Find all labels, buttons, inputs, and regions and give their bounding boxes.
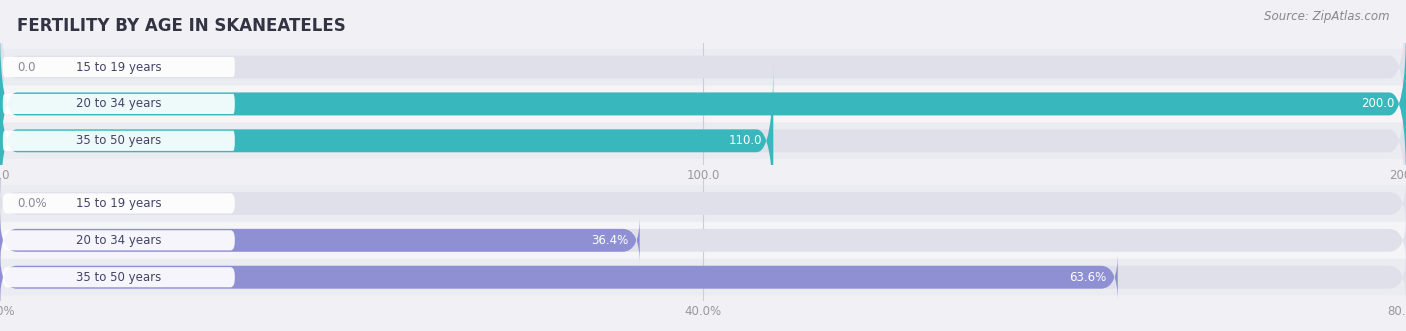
- Text: Source: ZipAtlas.com: Source: ZipAtlas.com: [1264, 10, 1389, 23]
- Text: 63.6%: 63.6%: [1070, 271, 1107, 284]
- FancyBboxPatch shape: [0, 0, 1406, 144]
- FancyBboxPatch shape: [0, 49, 1406, 85]
- Text: 36.4%: 36.4%: [592, 234, 628, 247]
- Text: 20 to 34 years: 20 to 34 years: [76, 97, 162, 111]
- FancyBboxPatch shape: [0, 123, 1406, 159]
- FancyBboxPatch shape: [0, 185, 1406, 221]
- FancyBboxPatch shape: [3, 131, 235, 151]
- FancyBboxPatch shape: [0, 86, 1406, 122]
- FancyBboxPatch shape: [0, 216, 640, 264]
- FancyBboxPatch shape: [3, 230, 235, 250]
- FancyBboxPatch shape: [0, 259, 1406, 295]
- Text: 15 to 19 years: 15 to 19 years: [76, 61, 162, 73]
- Text: 0.0: 0.0: [17, 61, 35, 73]
- FancyBboxPatch shape: [3, 94, 235, 114]
- FancyBboxPatch shape: [3, 57, 235, 77]
- Text: FERTILITY BY AGE IN SKANEATELES: FERTILITY BY AGE IN SKANEATELES: [17, 17, 346, 34]
- FancyBboxPatch shape: [3, 267, 235, 287]
- FancyBboxPatch shape: [0, 64, 773, 218]
- Text: 110.0: 110.0: [728, 134, 762, 147]
- Text: 200.0: 200.0: [1361, 97, 1395, 111]
- FancyBboxPatch shape: [0, 64, 1406, 218]
- FancyBboxPatch shape: [0, 27, 1406, 181]
- FancyBboxPatch shape: [0, 253, 1406, 301]
- Text: 35 to 50 years: 35 to 50 years: [76, 271, 162, 284]
- Text: 35 to 50 years: 35 to 50 years: [76, 134, 162, 147]
- FancyBboxPatch shape: [0, 253, 1118, 301]
- FancyBboxPatch shape: [0, 27, 1406, 181]
- FancyBboxPatch shape: [3, 193, 235, 213]
- FancyBboxPatch shape: [0, 216, 1406, 264]
- FancyBboxPatch shape: [0, 179, 1406, 227]
- FancyBboxPatch shape: [0, 222, 1406, 259]
- Text: 15 to 19 years: 15 to 19 years: [76, 197, 162, 210]
- Text: 0.0%: 0.0%: [17, 197, 46, 210]
- Text: 20 to 34 years: 20 to 34 years: [76, 234, 162, 247]
